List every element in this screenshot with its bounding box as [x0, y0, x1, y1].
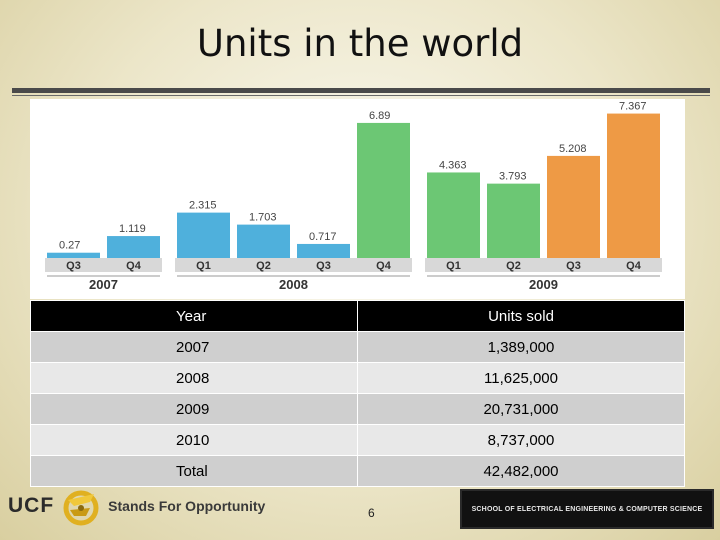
table-row: Total 42,482,000 [30, 455, 685, 487]
bar-value-label: 3.793 [499, 171, 527, 183]
cell-units: 1,389,000 [357, 331, 685, 363]
units-table: Year Units sold 2007 1,389,000 2008 11,6… [30, 300, 685, 487]
cell-units: 11,625,000 [357, 362, 685, 394]
header-year: Year [30, 300, 358, 332]
slide-title: Units in the world [196, 22, 524, 65]
bar-value-label: 0.27 [59, 240, 80, 252]
bar-value-label: 1.119 [119, 223, 146, 235]
ucf-logo: UCF Stands For Opportunity [8, 486, 265, 526]
school-banner-text: SCHOOL OF ELECTRICAL ENGINEERING & COMPU… [471, 505, 703, 513]
bar-value-label: 1.703 [249, 212, 277, 224]
year-label: 2008 [279, 277, 308, 292]
bar-q2 [487, 183, 540, 258]
quarter-label: Q4 [126, 260, 142, 272]
cell-year: 2008 [30, 362, 358, 394]
quarter-label: Q2 [256, 260, 271, 272]
bar-q4 [607, 113, 660, 258]
quarter-band [425, 258, 662, 272]
cell-year: 2007 [30, 331, 358, 363]
bar-q4 [357, 122, 410, 258]
quarter-label: Q2 [506, 260, 521, 272]
bar-q3 [297, 243, 350, 258]
bar-q2 [237, 224, 290, 258]
title-divider-thin [12, 95, 710, 96]
bar-chart: 0.27 Q3 1.119 Q4 2.315 Q1 1.703 Q2 0.717 Q3 6.89 Q4… [30, 99, 685, 299]
title-divider [12, 88, 710, 93]
cell-year: Total [30, 455, 358, 487]
page-number: 6 [368, 506, 375, 520]
quarter-label: Q3 [316, 260, 331, 272]
bar-q1 [177, 212, 230, 258]
year-label: 2007 [89, 277, 118, 292]
header-units-sold: Units sold [357, 300, 685, 332]
quarter-label: Q3 [566, 260, 581, 272]
bar-value-label: 6.89 [369, 110, 390, 122]
quarter-label: Q1 [446, 260, 461, 272]
quarter-band [45, 258, 162, 272]
pegasus-icon [63, 490, 99, 526]
cell-units: 20,731,000 [357, 393, 685, 425]
quarter-label: Q4 [376, 260, 392, 272]
table-header-row: Year Units sold [30, 300, 685, 332]
bar-value-label: 7.367 [619, 101, 647, 113]
bar-q4 [107, 236, 160, 258]
cell-units: 8,737,000 [357, 424, 685, 456]
ucf-logo-text: UCF [8, 494, 55, 517]
table-row: 2007 1,389,000 [30, 331, 685, 363]
cell-units: 42,482,000 [357, 455, 685, 487]
bar-value-label: 0.717 [309, 231, 337, 243]
ucf-tagline: Stands For Opportunity [108, 498, 266, 514]
bar-value-label: 5.208 [559, 143, 587, 155]
school-banner: SCHOOL OF ELECTRICAL ENGINEERING & COMPU… [460, 489, 714, 529]
table-row: 2009 20,731,000 [30, 393, 685, 425]
year-label: 2009 [529, 277, 558, 292]
quarter-label: Q1 [196, 260, 211, 272]
table-row: 2010 8,737,000 [30, 424, 685, 456]
quarter-label: Q3 [66, 260, 81, 272]
bar-q1 [427, 172, 480, 258]
cell-year: 2010 [30, 424, 358, 456]
bar-q3 [547, 155, 600, 258]
quarter-band [175, 258, 412, 272]
quarter-label: Q4 [626, 260, 642, 272]
cell-year: 2009 [30, 393, 358, 425]
bar-q3 [47, 252, 100, 258]
table-row: 2008 11,625,000 [30, 362, 685, 394]
bar-value-label: 4.363 [439, 159, 467, 171]
bar-chart-svg: 0.27 Q3 1.119 Q4 2.315 Q1 1.703 Q2 0.717 Q3 6.89 Q4… [45, 101, 662, 292]
bar-value-label: 2.315 [189, 200, 217, 212]
